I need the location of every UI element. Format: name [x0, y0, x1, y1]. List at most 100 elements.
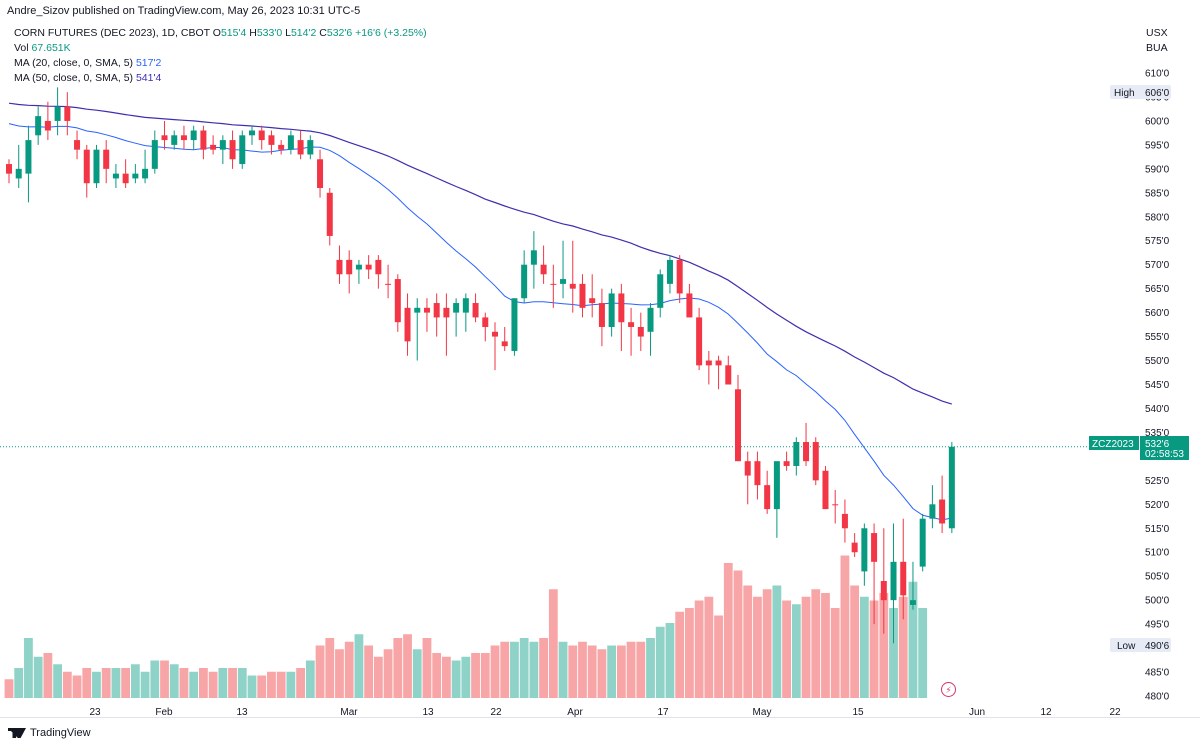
ma50-value: 541'4	[135, 72, 162, 84]
chart-legend: CORN FUTURES (DEC 2023), 1D, CBOT O515'4…	[14, 26, 427, 86]
volume-bar	[4, 679, 14, 698]
volume-bar	[354, 634, 364, 698]
volume-bar	[160, 660, 169, 698]
volume-bar	[821, 593, 830, 698]
ma50-line	[8, 102, 952, 405]
volume-bar	[111, 668, 121, 698]
time-tick-label: Jun	[969, 707, 985, 718]
price-tick-label: 565'0	[1145, 284, 1170, 295]
candle-body	[647, 307, 654, 332]
volume-bar	[179, 668, 189, 698]
volume-bar	[53, 664, 62, 698]
volume-bar	[830, 608, 840, 698]
volume-bars	[4, 555, 928, 698]
candle-body	[423, 307, 430, 313]
volume-bar	[733, 570, 743, 698]
volume-bar	[607, 645, 617, 698]
volume-bar	[305, 660, 315, 698]
volume-bar	[500, 641, 510, 698]
volume-bar	[393, 638, 403, 698]
price-tick-label: 540'0	[1145, 404, 1170, 415]
tradingview-logo[interactable]: TradingView	[8, 727, 91, 739]
volume-bar	[898, 596, 908, 698]
volume-bar	[626, 641, 636, 698]
candle-body	[122, 173, 129, 184]
ohlc-low-key: L	[285, 27, 291, 39]
low-badge-bg	[1110, 638, 1171, 652]
currency-unit[interactable]: USX BUA	[1146, 26, 1168, 56]
time-tick-label: Feb	[155, 707, 173, 718]
volume-bar	[169, 664, 179, 698]
volume-bar	[140, 671, 150, 698]
candle-body	[6, 164, 12, 174]
candle-body	[501, 341, 508, 347]
volume-row[interactable]: Vol 67.651K	[14, 41, 427, 56]
ma20-label: MA (20, close, 0, SMA, 5)	[14, 57, 134, 69]
candle-body	[822, 470, 829, 510]
time-tick-label: 12	[1040, 707, 1052, 718]
candle-body	[317, 159, 324, 189]
volume-bar	[432, 653, 442, 698]
volume-bar	[655, 626, 665, 698]
candle-body	[696, 317, 703, 366]
ma20-row[interactable]: MA (20, close, 0, SMA, 5) 517'2	[14, 56, 427, 71]
candle-body	[608, 293, 615, 327]
candle-body	[161, 135, 168, 141]
candle-body	[404, 307, 411, 342]
time-tick-label: May	[753, 707, 772, 718]
candle-body	[171, 135, 178, 145]
high-badge-value: 606'0	[1145, 88, 1170, 99]
last-price-badge[interactable]: ZCZ2023 532'6 02:58:53	[1089, 436, 1189, 460]
ma50-row[interactable]: MA (50, close, 0, SMA, 5) 541'4	[14, 71, 427, 86]
price-tick-label: 570'0	[1145, 260, 1170, 271]
volume-bar	[840, 555, 850, 698]
candle-body	[618, 293, 625, 323]
volume-bar	[130, 664, 140, 698]
price-axis-labels: 610'0605'0600'0595'0590'0585'0580'0575'0…	[1145, 69, 1170, 703]
volume-value: 67.651K	[31, 42, 71, 54]
candle-body	[871, 533, 878, 562]
price-tick-label: 575'0	[1145, 236, 1170, 247]
symbol-title[interactable]: CORN FUTURES (DEC 2023), 1D, CBOT	[14, 27, 210, 39]
candle-body	[705, 360, 712, 366]
volume-bar	[267, 671, 276, 698]
time-tick-label: Mar	[340, 707, 358, 718]
candle-body	[239, 135, 246, 165]
lightning-icon[interactable]: ⚡	[941, 682, 956, 697]
volume-bar	[743, 585, 753, 698]
price-tick-label: 535'0	[1145, 428, 1170, 439]
candle-body	[190, 130, 197, 141]
volume-bar	[471, 653, 480, 698]
candle-body	[657, 274, 664, 308]
candle-body	[414, 307, 421, 313]
volume-bar	[296, 668, 305, 698]
candle-body	[258, 130, 265, 141]
low-badge: Low 490'6	[1110, 638, 1171, 652]
price-tick-label: 505'0	[1145, 572, 1170, 583]
volume-bar	[578, 641, 587, 698]
symbol-badge-bg	[1089, 436, 1139, 450]
candle-body	[336, 259, 343, 275]
volume-bar	[199, 668, 208, 698]
candle-body	[103, 149, 110, 169]
last-value-text: 532'6	[1145, 439, 1170, 450]
volume-bar	[616, 645, 626, 698]
volume-bar	[889, 608, 898, 698]
candle-body	[297, 140, 304, 155]
volume-bar	[257, 675, 267, 698]
volume-bar	[675, 611, 685, 698]
candle-body	[598, 303, 605, 327]
price-tick-label: 585'0	[1145, 188, 1170, 199]
ohlc-close-value: 532'6	[326, 27, 353, 39]
candle-body	[83, 149, 90, 184]
time-tick-label: 13	[422, 707, 434, 718]
candle-body	[64, 106, 71, 121]
price-tick-label: 500'0	[1145, 596, 1170, 607]
high-badge-label: High	[1114, 88, 1135, 99]
low-badge-label: Low	[1117, 641, 1136, 652]
high-badge-bg	[1110, 85, 1171, 99]
candle-body	[909, 600, 916, 605]
candle-body	[754, 461, 761, 486]
candle-body	[666, 259, 673, 284]
